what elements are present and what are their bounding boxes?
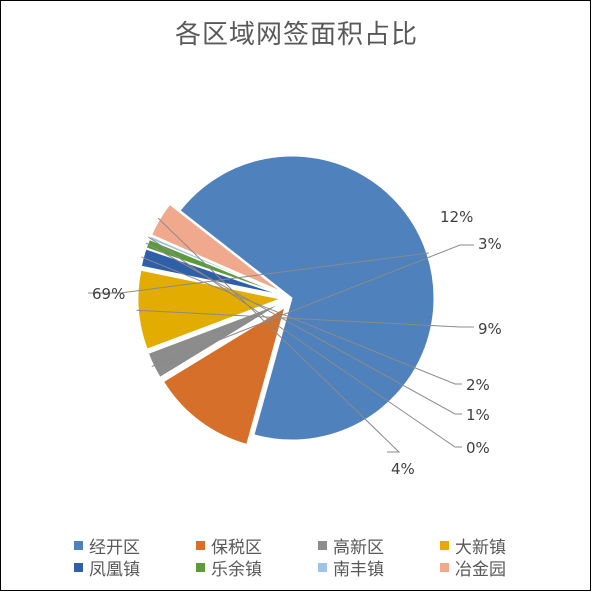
pie-slice-2 <box>162 306 286 446</box>
legend-label-8: 冶金园 <box>455 559 506 580</box>
leader-line-3 <box>151 244 474 367</box>
data-label-8: 4% <box>391 460 415 478</box>
chart-legend: 经开区 保税区 高新区 大新镇凤凰镇 乐余镇 南丰镇 冶金园 <box>74 534 574 580</box>
leader-line-6 <box>145 242 462 415</box>
legend-item-7: 南丰镇 <box>318 556 440 580</box>
leader-line-4 <box>136 309 474 328</box>
legend-label-1: 经开区 <box>89 537 140 558</box>
legend-label-2: 保税区 <box>211 537 262 558</box>
legend-swatch-2 <box>196 540 205 550</box>
legend-item-8: 冶金园 <box>440 556 562 580</box>
legend-label-5: 凤凰镇 <box>89 559 140 580</box>
legend-item-2: 保税区 <box>196 534 318 558</box>
legend-item-3: 高新区 <box>318 534 440 558</box>
legend-swatch-3 <box>318 540 327 550</box>
legend-item-6: 乐余镇 <box>196 556 318 580</box>
leader-line-1 <box>88 252 429 294</box>
leader-line-8 <box>157 217 401 453</box>
data-label-5: 2% <box>466 376 490 394</box>
legend-swatch-5 <box>74 562 83 572</box>
leader-line-5 <box>141 256 462 385</box>
data-label-7: 0% <box>466 439 490 457</box>
data-label-3: 3% <box>478 235 502 253</box>
legend-swatch-7 <box>318 562 327 572</box>
legend-item-5: 凤凰镇 <box>74 556 196 580</box>
legend-item-4: 大新镇 <box>440 534 562 558</box>
chart-title: 各区域网签面积占比 <box>174 20 418 50</box>
legend-swatch-8 <box>440 562 449 572</box>
data-label-2: 12% <box>440 208 473 226</box>
legend-swatch-6 <box>196 562 205 572</box>
data-label-6: 1% <box>466 406 490 424</box>
leader-line-7 <box>148 236 462 448</box>
legend-item-1: 经开区 <box>74 534 196 558</box>
data-label-1: 69% <box>92 285 125 303</box>
legend-label-6: 乐余镇 <box>211 559 262 580</box>
legend-swatch-1 <box>74 540 83 550</box>
legend-label-3: 高新区 <box>333 537 384 558</box>
legend-swatch-4 <box>440 540 449 550</box>
data-label-4: 9% <box>478 320 502 338</box>
legend-label-4: 大新镇 <box>455 537 506 558</box>
legend-label-7: 南丰镇 <box>333 559 384 580</box>
